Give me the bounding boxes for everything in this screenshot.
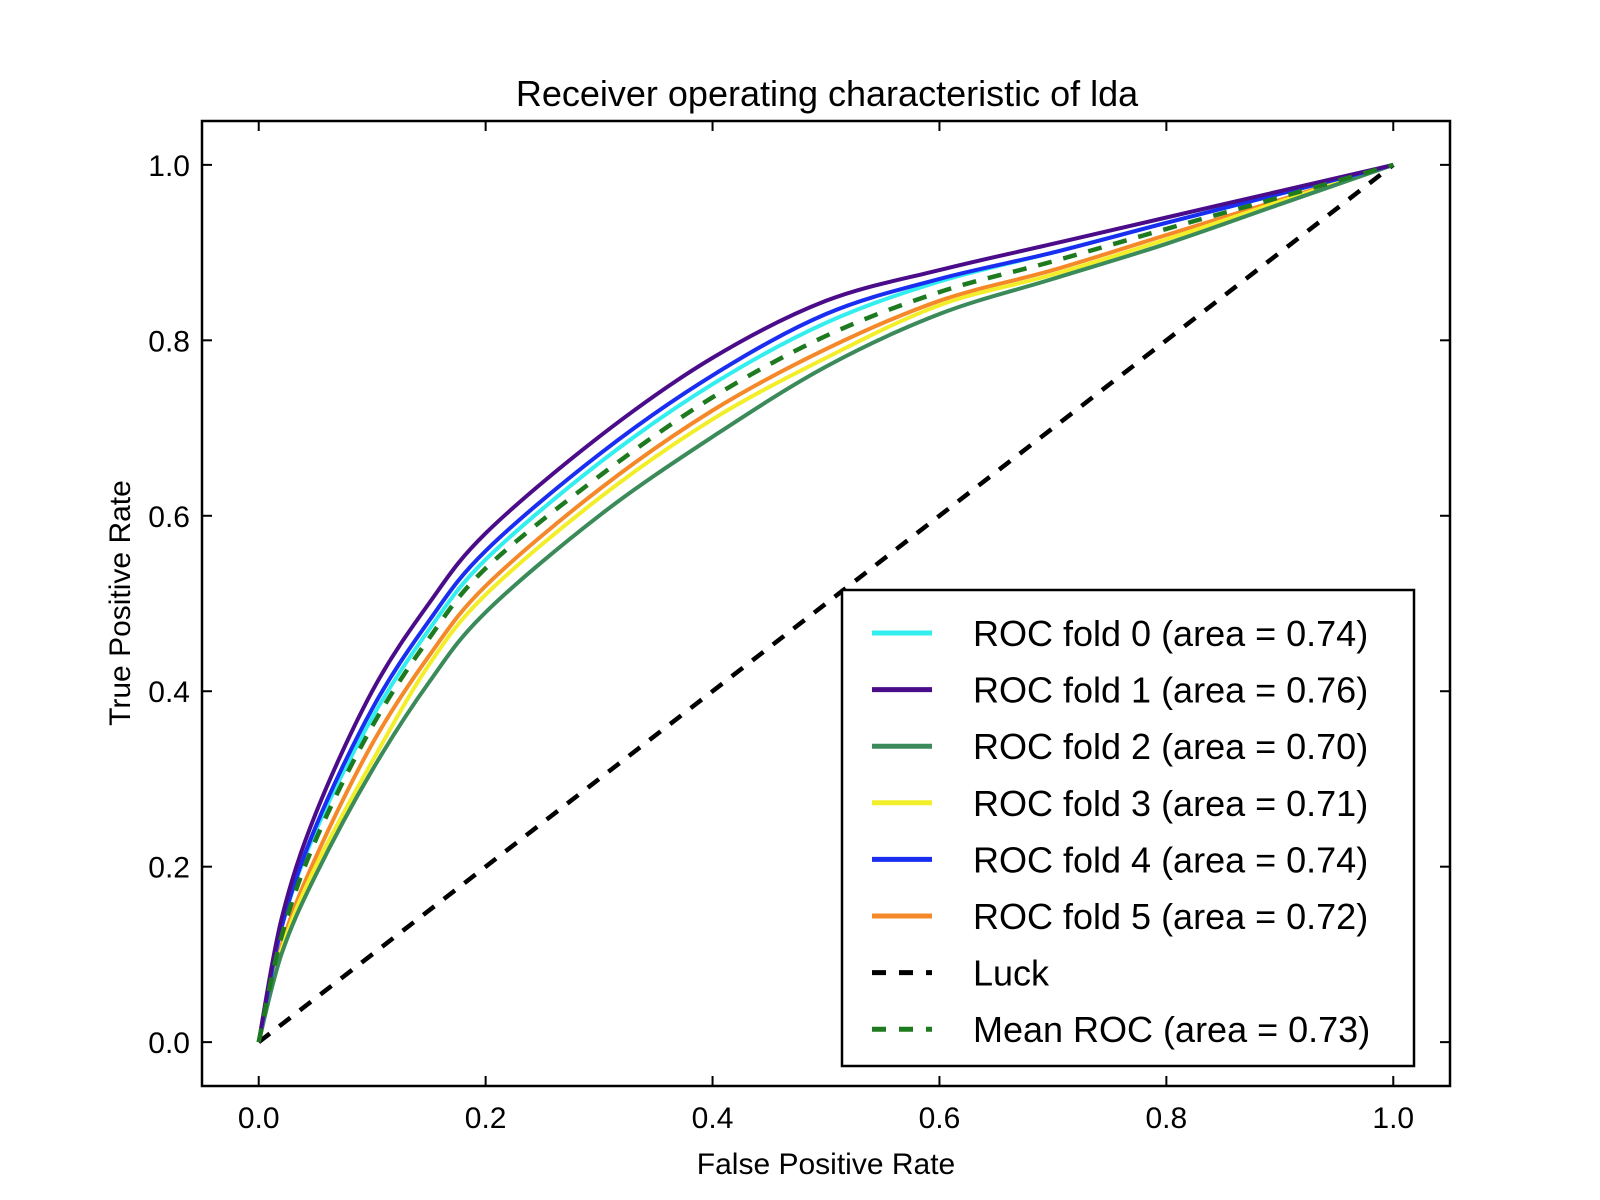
y-tick-label: 0.4 [148,676,190,709]
x-tick-label: 0.4 [692,1102,734,1135]
legend-box [840,588,1416,1068]
series-line-roc-fold-4 [256,162,1394,1043]
plot-frame [200,119,1452,1088]
x-axis-label: False Positive Rate [697,1148,955,1181]
series-line-roc-fold-2 [256,163,1394,1043]
legend-label: Mean ROC (area = 0.73) [973,1009,1370,1050]
legend-label: ROC fold 1 (area = 0.76) [973,670,1368,711]
series-line-mean-roc [256,162,1394,1043]
x-tick-label: 0.2 [465,1102,507,1135]
legend-label: Luck [973,953,1050,994]
series-layer [256,162,1395,1044]
y-tick-label: 0.0 [148,1027,190,1060]
legend: ROC fold 0 (area = 0.74) ROC fold 1 (area… [840,588,1416,1068]
y-axis-label: True Positive Rate [104,480,137,726]
legend-label: ROC fold 5 (area = 0.72) [973,896,1368,937]
chart-title: Receiver operating characteristic of lda [516,73,1139,114]
series-line-roc-fold-1 [256,162,1394,1043]
legend-label: ROC fold 3 (area = 0.71) [973,783,1368,824]
ticks-layer: 0.0 0.2 0.4 0.6 0.8 1.0 0.0 0.2 0.4 0.6 0.8 1.0 [148,121,1450,1135]
x-tick-label: 1.0 [1372,1102,1414,1135]
legend-label: ROC fold 2 (area = 0.70) [973,726,1368,767]
x-tick-label: 0.0 [238,1102,280,1135]
y-tick-label: 1.0 [148,150,190,183]
series-line-roc-fold-3 [256,162,1394,1043]
y-tick-label: 0.6 [148,501,190,534]
legend-label: ROC fold 4 (area = 0.74) [973,839,1368,880]
y-tick-label: 0.2 [148,852,190,885]
legend-entries: ROC fold 0 (area = 0.74) ROC fold 1 (area… [872,613,1370,1050]
x-tick-label: 0.8 [1146,1102,1188,1135]
series-line-roc-fold-5 [256,162,1394,1043]
y-tick-label: 0.8 [148,325,190,358]
series-line-luck [257,163,1395,1044]
x-tick-label: 0.6 [919,1102,961,1135]
legend-label: ROC fold 0 (area = 0.74) [973,613,1368,654]
